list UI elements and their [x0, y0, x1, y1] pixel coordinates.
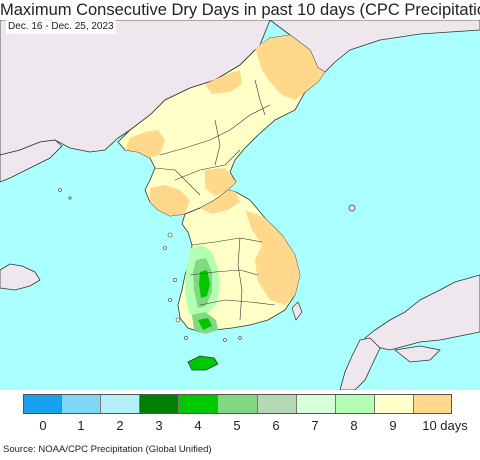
- legend-tick-1: 1: [77, 418, 85, 433]
- legend-swatch-7: [296, 394, 336, 414]
- jeju-island: [187, 355, 219, 371]
- liaodong-peninsula: [0, 139, 63, 183]
- legend-tick-10: 10 days: [422, 418, 468, 433]
- legend: 0 1 2 3 4 5 6 7 8 9 10 days: [0, 390, 480, 440]
- ulleung-island: [348, 204, 356, 212]
- legend-swatch-10: [413, 394, 453, 414]
- nk-southwest-high: [150, 185, 190, 216]
- legend-swatch-0: [23, 394, 63, 414]
- map-area: [0, 20, 480, 390]
- legend-swatch-4: [179, 394, 219, 414]
- sk-southwest-4days: [198, 318, 212, 330]
- sk-west-4days: [199, 270, 210, 298]
- nk-northeast-high: [255, 35, 325, 100]
- shandong-peninsula: [0, 263, 41, 291]
- legend-colorbar: [23, 394, 453, 414]
- legend-tick-5: 5: [233, 418, 241, 433]
- legend-tick-9: 9: [389, 418, 397, 433]
- map-svg: [0, 20, 480, 390]
- map-title: Maximum Consecutive Dry Days in past 10 …: [0, 1, 480, 19]
- legend-swatch-8: [335, 394, 375, 414]
- japan-shikoku: [394, 345, 441, 363]
- legend-swatch-3: [140, 394, 180, 414]
- legend-tick-4: 4: [194, 418, 202, 433]
- western-islands: [58, 188, 242, 342]
- legend-tick-7: 7: [311, 418, 319, 433]
- nk-southeast-high: [205, 168, 236, 196]
- nk-north-high: [205, 70, 242, 94]
- legend-tick-0: 0: [39, 418, 47, 433]
- tsushima-island: [291, 301, 303, 321]
- source-credit: Source: NOAA/CPC Precipitation (Global U…: [3, 444, 212, 455]
- nk-west-high: [125, 130, 165, 158]
- sk-east-high: [245, 210, 300, 305]
- legend-swatch-2: [101, 394, 141, 414]
- province-borders: [154, 79, 276, 321]
- legend-tick-2: 2: [116, 418, 124, 433]
- legend-tick-3: 3: [155, 418, 163, 433]
- legend-swatch-1: [62, 394, 102, 414]
- date-range: Dec. 16 - Dec. 25, 2023: [6, 20, 116, 34]
- legend-tick-8: 8: [350, 418, 358, 433]
- legend-tick-6: 6: [272, 418, 280, 433]
- legend-swatch-9: [374, 394, 414, 414]
- sk-north-high: [200, 190, 240, 214]
- legend-swatch-6: [257, 394, 297, 414]
- legend-swatch-5: [218, 394, 258, 414]
- japan-kyushu: [339, 337, 381, 390]
